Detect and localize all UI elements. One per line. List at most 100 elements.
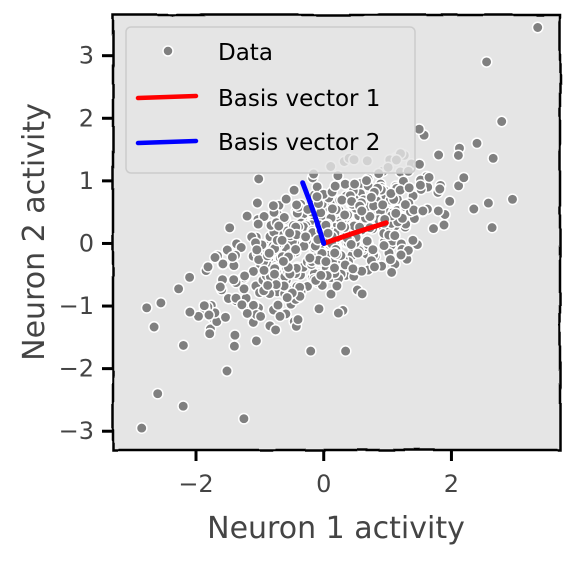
scatter-point bbox=[254, 310, 267, 323]
scatter-point bbox=[345, 238, 358, 251]
scatter-point bbox=[416, 204, 429, 217]
scatter-point bbox=[268, 268, 281, 281]
scatter-point bbox=[267, 199, 280, 212]
scatter-point bbox=[274, 310, 286, 323]
scatter-point bbox=[399, 198, 412, 211]
scatter-point bbox=[330, 280, 343, 292]
scatter-point bbox=[486, 221, 499, 234]
y-tick-label: 2 bbox=[79, 104, 94, 132]
scatter-point bbox=[269, 323, 282, 336]
scatter-point bbox=[289, 243, 302, 256]
scatter-point bbox=[346, 262, 359, 275]
scatter-point bbox=[363, 210, 376, 223]
scatter-point bbox=[457, 171, 470, 184]
scatter-point bbox=[203, 309, 215, 321]
scatter-point bbox=[183, 271, 196, 284]
plot-frame bbox=[111, 13, 562, 452]
scatter-point bbox=[332, 307, 345, 320]
scatter-point bbox=[241, 307, 254, 320]
legend-entry-basis-vector-2: Basis vector 2 bbox=[135, 130, 380, 156]
scatter-point bbox=[311, 190, 323, 203]
scatter-point bbox=[506, 193, 519, 206]
scatter-point bbox=[280, 193, 293, 206]
scatter-point bbox=[360, 174, 373, 187]
scatter-point bbox=[140, 301, 153, 314]
scatter-point bbox=[389, 207, 402, 220]
scatter-point bbox=[288, 184, 301, 197]
x-axis-ticks: −2 0 2 bbox=[178, 450, 459, 498]
scatter-point bbox=[154, 296, 167, 309]
legend-entry-data: Data bbox=[162, 40, 273, 66]
scatter-point bbox=[198, 299, 211, 312]
scatter-point bbox=[368, 260, 381, 273]
scatter-point bbox=[235, 241, 248, 254]
scatter-point bbox=[328, 262, 341, 274]
scatter-point bbox=[272, 299, 284, 312]
scatter-point bbox=[355, 205, 368, 217]
scatter-point bbox=[303, 252, 316, 264]
scatter-point bbox=[292, 313, 304, 326]
scatter-point bbox=[378, 239, 390, 252]
x-tick-label: 0 bbox=[316, 470, 331, 498]
scatter-point bbox=[203, 327, 216, 340]
legend-marker-data bbox=[162, 45, 174, 57]
x-tick-label: 2 bbox=[444, 470, 459, 498]
scatter-point bbox=[395, 249, 407, 261]
legend-box bbox=[125, 26, 416, 174]
legend-line-basis-vector-2 bbox=[135, 138, 199, 146]
y-tick-label: −1 bbox=[59, 292, 94, 320]
scatter-point bbox=[438, 219, 450, 231]
scatter-point bbox=[314, 269, 327, 282]
scatter-point bbox=[361, 235, 374, 248]
scatter-point bbox=[202, 260, 214, 273]
scatter-point bbox=[471, 137, 483, 150]
scatter-point bbox=[406, 234, 419, 247]
scatter-point bbox=[250, 243, 263, 256]
scatter-point bbox=[348, 178, 361, 191]
scatter-point bbox=[365, 191, 378, 204]
scatter-point bbox=[335, 220, 348, 233]
scatter-point bbox=[237, 412, 250, 425]
y-axis-label: Neuron 2 activity bbox=[17, 103, 52, 361]
scatter-point bbox=[221, 365, 233, 377]
legend-label-basis-vector-2: Basis vector 2 bbox=[218, 130, 380, 156]
scatter-point bbox=[281, 291, 294, 304]
legend: Data Basis vector 1 Basis vector 2 bbox=[125, 26, 416, 174]
scatter-point bbox=[487, 152, 500, 165]
basis-vector-2-line bbox=[300, 180, 327, 246]
y-tick-label: −2 bbox=[59, 355, 94, 383]
scatter-point bbox=[258, 264, 270, 277]
scatter-point bbox=[329, 180, 342, 193]
scatter-point bbox=[216, 257, 229, 270]
scatter-point bbox=[277, 255, 290, 268]
scatter-point bbox=[283, 227, 296, 240]
scatter-point bbox=[252, 172, 265, 185]
scatter-point bbox=[443, 195, 456, 208]
y-axis-ticks: −3 −2 −1 0 1 2 3 bbox=[59, 42, 113, 445]
y-tick-label: −3 bbox=[59, 417, 94, 445]
scatter-point bbox=[403, 181, 416, 194]
legend-line-basis-vector-1 bbox=[135, 93, 199, 101]
scatter-point bbox=[482, 197, 495, 210]
scatter-point bbox=[290, 198, 303, 211]
scatter-point bbox=[278, 211, 291, 224]
scatter-point bbox=[263, 247, 276, 260]
scatter-point bbox=[322, 227, 334, 240]
scatter-point bbox=[338, 208, 351, 221]
scatter-point bbox=[226, 251, 239, 264]
scatter-point bbox=[427, 222, 440, 235]
scatter-point bbox=[319, 255, 332, 268]
legend-entry-basis-vector-1: Basis vector 1 bbox=[135, 86, 380, 112]
scatter-point bbox=[228, 340, 241, 353]
scatter-point bbox=[384, 253, 397, 266]
scatter-point bbox=[261, 279, 274, 292]
scatter-point bbox=[251, 197, 264, 209]
scatter-point bbox=[452, 179, 465, 192]
y-tick-label: 3 bbox=[79, 42, 94, 70]
scatter-point bbox=[177, 339, 190, 352]
scatter-point bbox=[299, 230, 312, 243]
scatter-point bbox=[238, 282, 250, 295]
scatter-point bbox=[326, 202, 339, 215]
scatter-point bbox=[432, 149, 445, 161]
